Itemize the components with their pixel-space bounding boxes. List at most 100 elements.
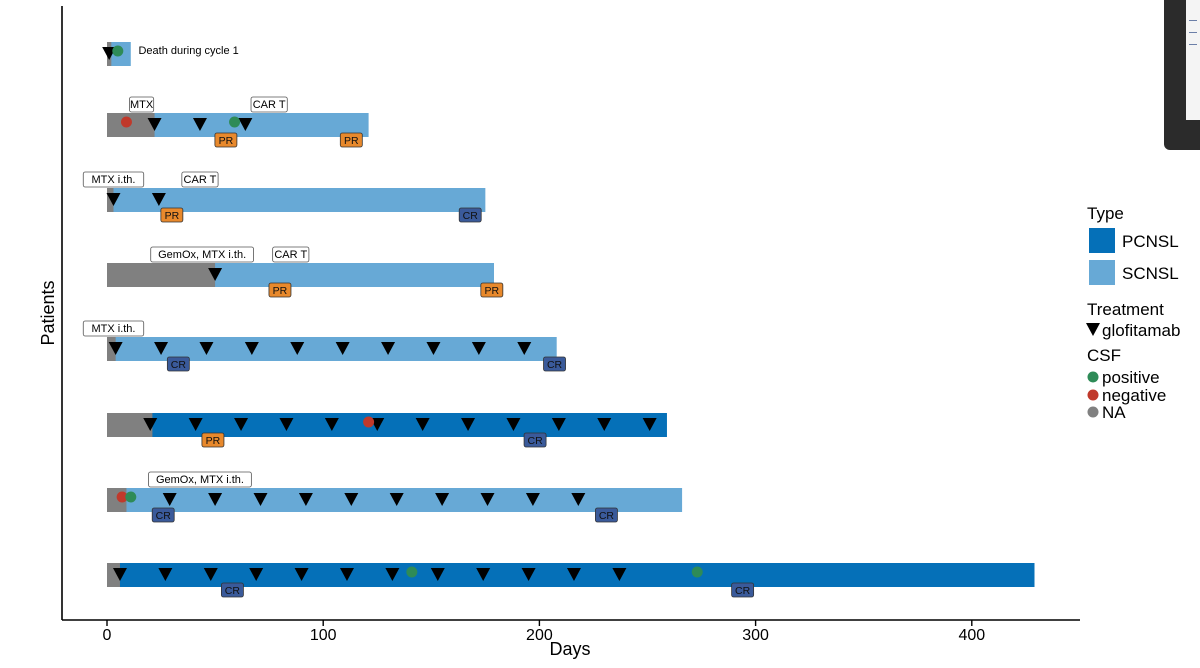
response-badge [595,507,618,523]
glofitamab-marker [571,493,586,506]
csf-positive-dot [125,491,137,503]
x-axis-label: Days [549,639,590,659]
legend-scnsl-label: SCNSL [1122,264,1179,283]
glofitamab-marker [154,342,169,355]
response-label: CR [735,585,751,597]
glofitamab-marker [234,418,249,431]
glofitamab-marker [208,268,223,281]
response-badge [214,132,238,148]
glofitamab-marker [188,418,203,431]
glofitamab-marker [461,418,476,431]
patient-row: MTX i.th. CAR T PR CR [82,171,486,223]
response-label: PR [219,135,234,147]
glofitamab-marker [389,493,404,506]
response-label: CR [225,585,241,597]
response-label: CR [547,359,563,371]
event-label: CAR T [184,174,217,186]
response-badge [201,432,225,448]
glofitamab-marker [426,342,441,355]
event-label-box [150,246,254,263]
glofitamab-marker [290,342,305,355]
response-badge [220,582,244,598]
legend-type-title: Type [1087,204,1124,223]
response-badge [458,207,482,223]
glofitamab-marker [249,568,264,581]
csf-positive-dot [406,566,418,578]
glofitamab-marker [597,418,612,431]
glofitamab-marker [324,418,339,431]
event-label-box [250,96,288,113]
response-badge [160,207,184,223]
glofitamab-marker [344,493,359,506]
thumbnail-line [1189,44,1197,45]
glofitamab-marker [385,568,400,581]
glofitamab-marker [143,418,158,431]
patient-row: MTX CAR T PR PR [107,96,369,148]
glofitamab-marker [525,493,540,506]
glofitamab-marker [476,568,491,581]
thumbnail-page [1186,0,1200,120]
thumbnail-line [1189,20,1197,21]
glofitamab-marker [279,418,294,431]
response-badge [166,356,190,372]
glofitamab-marker [238,118,253,131]
glofitamab-marker [506,418,521,431]
response-label: PR [344,135,359,147]
event-label: GemOx, MTX i.th. [156,474,244,486]
x-tick-label: 0 [103,627,112,644]
glofitamab-marker [151,193,166,206]
glofitamab-marker [108,342,123,355]
event-label-box [82,171,145,188]
event-label: CAR T [253,99,286,111]
legend-glofitamab-triangle [1086,323,1100,336]
response-label: CR [156,510,172,522]
glofitamab-marker [298,493,313,506]
csf-negative-dot [120,116,132,128]
event-label: Death during cycle 1 [138,45,238,57]
event-label: MTX [130,99,154,111]
response-badge [480,282,504,298]
glofitamab-marker [253,493,268,506]
pre-treatment-segment [107,188,114,212]
response-label: PR [165,210,180,222]
response-label: PR [206,435,221,447]
glofitamab-marker [106,193,121,206]
glofitamab-marker [642,418,657,431]
legend-csf-negative-label: negative [1102,386,1166,405]
response-label: PR [273,285,288,297]
legend-treatment-title: Treatment [1087,300,1164,319]
pre-treatment-segment [107,413,153,437]
glofitamab-marker [199,342,214,355]
response-badge [523,432,547,448]
legend-pcnsl-label: PCNSL [1122,232,1179,251]
glofitamab-marker [147,118,162,131]
x-tick-label: 400 [958,627,985,644]
csf-positive-dot [691,566,703,578]
glofitamab-marker [430,568,445,581]
legend-csf-title: CSF [1087,346,1121,365]
x-tick-label: 300 [742,627,769,644]
thumbnail-line [1189,32,1197,33]
glofitamab-marker [381,342,396,355]
glofitamab-marker [480,493,495,506]
glofitamab-marker [566,568,581,581]
csf-positive-dot [229,116,241,128]
glofitamab-marker [612,568,627,581]
response-badge [268,282,292,298]
event-label: GemOx, MTX i.th. [158,249,246,261]
glofitamab-marker [415,418,430,431]
x-axis-ticks: 0 100 200 300 400 [103,620,985,644]
legend-csf-positive-dot [1087,371,1099,383]
response-label: CR [171,359,187,371]
glofitamab-marker [339,568,354,581]
response-label: CR [463,210,479,222]
patient-row: PR CR [107,413,667,448]
response-label: PR [485,285,500,297]
event-label-box [181,171,219,188]
glofitamab-marker [294,568,309,581]
glofitamab-marker [244,342,259,355]
glofitamab-marker [203,568,218,581]
event-label: MTX i.th. [91,174,135,186]
